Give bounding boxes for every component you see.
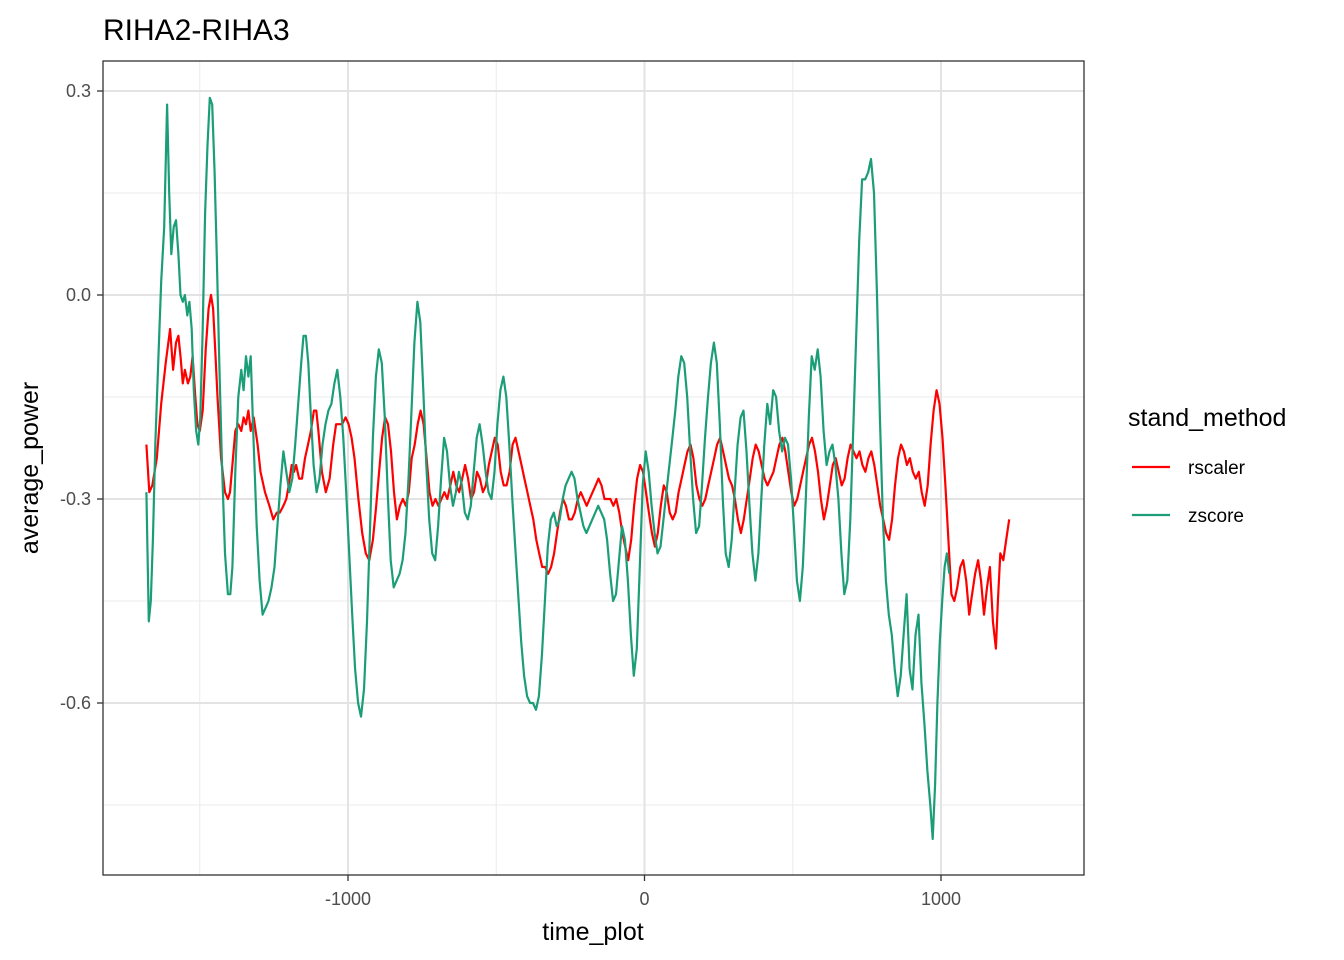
x-tick-label: 1000	[921, 889, 961, 909]
x-axis-title: time_plot	[542, 918, 643, 946]
minor-gridlines	[103, 61, 1084, 875]
chart-title: RIHA2-RIHA3	[103, 14, 290, 47]
legend-item-rscaler: rscaler	[1132, 458, 1246, 479]
legend: stand_method rscaler zscore	[1128, 404, 1286, 527]
x-tick-label: 0	[639, 889, 649, 909]
x-tick-label: -1000	[325, 889, 371, 909]
y-tick-label: -0.6	[60, 693, 91, 713]
major-gridlines	[103, 61, 1084, 875]
plot-panel-border	[102, 60, 1085, 876]
legend-label-rscaler: rscaler	[1188, 458, 1246, 479]
x-axis: -1000 0 1000	[325, 875, 961, 909]
y-axis: 0.3 0.0 -0.3 -0.6	[60, 81, 103, 713]
legend-item-zscore: zscore	[1132, 506, 1244, 527]
y-tick-label: -0.3	[60, 489, 91, 509]
series-lines	[145, 96, 1011, 841]
y-tick-label: 0.3	[66, 81, 91, 101]
y-axis-title: average_power	[16, 382, 44, 554]
series-line-zscore	[145, 96, 951, 841]
legend-label-zscore: zscore	[1188, 506, 1244, 527]
series-line-rscaler	[145, 293, 1011, 650]
y-tick-label: 0.0	[66, 285, 91, 305]
plot-panel-background	[103, 61, 1084, 875]
legend-title: stand_method	[1128, 404, 1286, 432]
